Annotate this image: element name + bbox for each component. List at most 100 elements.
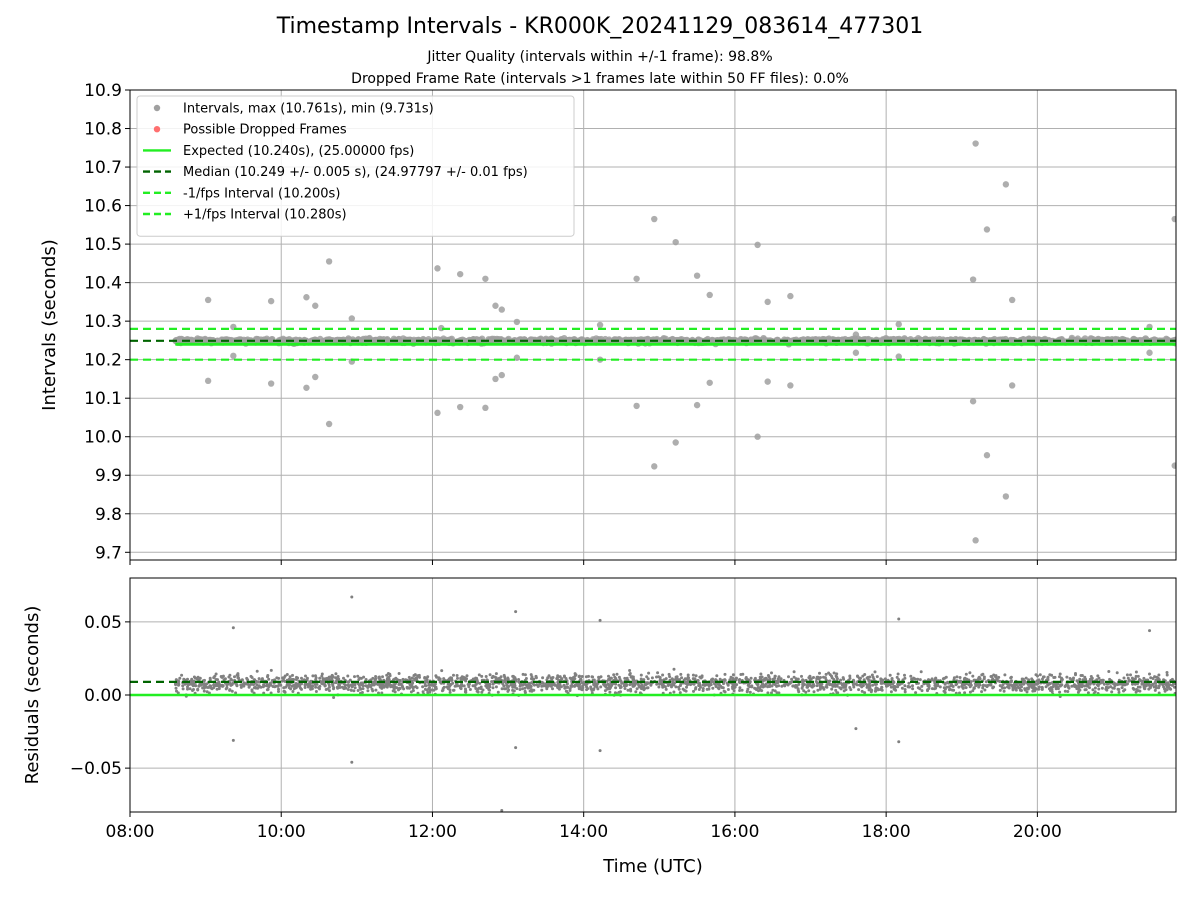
residual-point (488, 673, 492, 677)
residual-point (256, 686, 260, 690)
interval-point (709, 337, 716, 344)
residual-point (981, 686, 985, 690)
residual-point (961, 686, 965, 690)
residuals-panel: −0.05 0.00 0.05 08:00 10:00 12:00 14:00 16:00 18… (22, 577, 1177, 877)
residual-point (214, 684, 218, 688)
residual-point (889, 690, 893, 694)
residual-point (938, 685, 942, 689)
residual-point (549, 683, 553, 687)
interval-outlier-point (706, 291, 713, 299)
residual-point (980, 673, 984, 677)
residual-point (792, 675, 796, 679)
residual-point (815, 681, 819, 685)
residual-point (551, 687, 554, 691)
residual-point (628, 683, 632, 687)
residual-point (1060, 678, 1064, 681)
residual-point (538, 682, 542, 686)
x-tick-label: 14:00 (559, 822, 608, 842)
residual-point (353, 675, 356, 679)
residual-point (1052, 676, 1056, 679)
residual-point (493, 675, 497, 679)
residual-point (397, 688, 400, 692)
residual-point (941, 677, 945, 681)
residual-point (1111, 686, 1115, 690)
residual-point (1140, 682, 1144, 686)
residual-point (1046, 678, 1050, 682)
residual-point (892, 680, 896, 684)
residual-point (918, 687, 922, 691)
residual-point (744, 677, 748, 681)
residual-point (407, 675, 411, 679)
residual-point (414, 685, 418, 689)
residual-outlier-point (350, 760, 354, 764)
residual-point (475, 678, 479, 682)
residual-point (728, 678, 732, 682)
residual-point (1157, 684, 1161, 688)
residual-point (1070, 684, 1074, 688)
residual-point (977, 685, 981, 689)
residual-point (1009, 675, 1013, 679)
x-tick-label: 08:00 (106, 822, 155, 842)
residual-point (968, 690, 972, 694)
residual-point (626, 688, 630, 692)
residual-point (216, 681, 220, 685)
residual-point (815, 684, 819, 688)
interval-outlier-point (312, 373, 319, 381)
residual-point (1036, 682, 1040, 685)
residual-point (450, 676, 454, 680)
residual-point (748, 690, 752, 694)
residual-point (892, 687, 896, 691)
dropped-frame-subtitle: Dropped Frame Rate (intervals >1 frames … (351, 71, 849, 87)
residual-point (697, 684, 701, 688)
residual-point (186, 687, 189, 691)
residual-point (1165, 685, 1169, 689)
residual-point (671, 680, 674, 684)
interval-point (1140, 337, 1148, 345)
residual-point (958, 691, 961, 695)
residual-point (534, 675, 538, 679)
residual-point (912, 676, 916, 680)
residual-point (308, 684, 312, 688)
residual-point (1075, 679, 1079, 683)
residual-point (772, 682, 776, 686)
residual-point (786, 682, 790, 686)
residual-point (1066, 684, 1070, 688)
residual-point (870, 673, 874, 677)
residual-point (1065, 675, 1069, 679)
interval-outlier-point (267, 380, 275, 387)
residual-point (933, 678, 937, 682)
residual-point (364, 678, 368, 681)
residual-point (564, 689, 568, 693)
residual-point (503, 677, 507, 681)
residual-point (512, 689, 516, 693)
residual-point (288, 678, 292, 682)
residual-point (471, 684, 475, 688)
residual-point (517, 678, 521, 681)
residual-point (349, 688, 353, 692)
residual-point (758, 688, 762, 692)
residual-point (234, 691, 238, 695)
residual-point (395, 678, 399, 681)
residual-point (511, 684, 515, 687)
residual-point (319, 680, 323, 684)
residual-point (656, 671, 660, 675)
residual-point (812, 690, 816, 694)
residual-point (1136, 685, 1140, 689)
residual-point (664, 687, 668, 691)
residual-point (795, 684, 799, 688)
residual-point (817, 677, 821, 681)
interval-outlier-point (972, 537, 979, 544)
residual-point (292, 678, 296, 681)
residual-point (249, 682, 253, 686)
interval-outlier-point (754, 433, 761, 440)
residual-point (1007, 686, 1011, 690)
residual-point (1054, 685, 1058, 689)
residual-point (271, 685, 275, 688)
residual-point (518, 684, 522, 688)
residual-point (315, 682, 319, 686)
interval-outlier-point (1146, 349, 1153, 356)
interval-outlier-point (972, 140, 979, 147)
residual-point (990, 674, 994, 678)
residual-point (506, 676, 510, 680)
legend-label: Expected (10.240s), (25.00000 fps) (183, 144, 414, 159)
